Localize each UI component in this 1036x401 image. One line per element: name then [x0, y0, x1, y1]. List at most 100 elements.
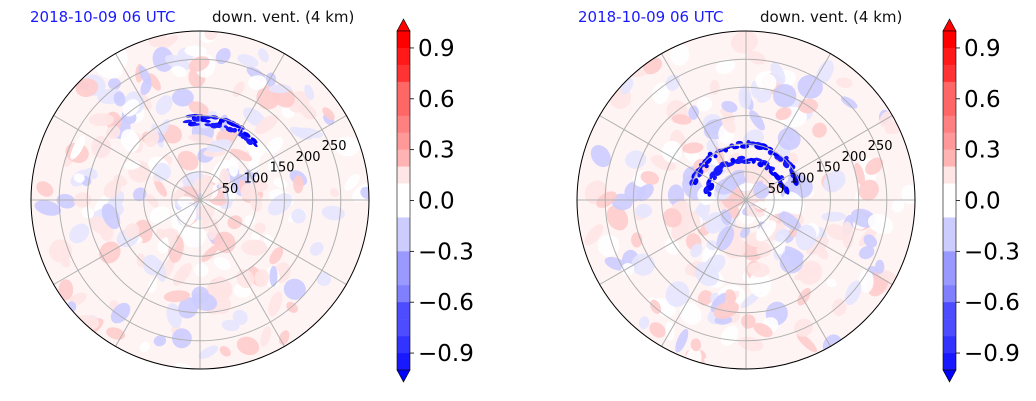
- field-cell: [0, 0, 4, 4]
- field-cell: [0, 0, 3, 3]
- field-cell: [778, 211, 801, 231]
- field-cell: [0, 0, 9, 8]
- field-cell: [546, 0, 551, 5]
- field-cell: [0, 0, 5, 4]
- field-cell: [0, 0, 7, 7]
- field-cell: [546, 0, 549, 5]
- field-cell: [0, 0, 4, 5]
- field-cell: [546, 0, 553, 5]
- field-cell: [662, 208, 682, 228]
- field-cell: [546, 0, 552, 6]
- field-cell: [546, 0, 553, 4]
- field-cell: [0, 0, 5, 6]
- colorbar-level: [397, 268, 410, 286]
- field-cell: [0, 0, 5, 10]
- field-cell: [0, 0, 8, 6]
- colorbar-level: [943, 302, 956, 320]
- field-cell: [863, 234, 878, 248]
- field-cell: [0, 0, 6, 8]
- radial-tick-label: 50: [768, 182, 785, 197]
- field-cell: [546, 0, 552, 7]
- field-cell: [546, 0, 552, 6]
- field-cell: [739, 227, 751, 239]
- field-cell: [216, 123, 222, 128]
- radial-tick-label: 200: [842, 150, 867, 165]
- field-cell: [0, 0, 4, 7]
- field-cell: [252, 142, 258, 148]
- field-cell: [546, 0, 549, 6]
- field-cell: [0, 0, 3, 3]
- field-cell: [0, 0, 7, 7]
- field-cell: [546, 0, 554, 5]
- field-cell: [0, 0, 5, 7]
- field-cell: [0, 0, 11, 7]
- field-cell: [268, 291, 283, 317]
- field-cell: [546, 0, 551, 4]
- field-cell: [0, 0, 5, 9]
- field-cell: [88, 113, 114, 127]
- field-cell: [546, 0, 549, 3]
- colorbar-level: [397, 353, 410, 371]
- field-cell: [0, 0, 6, 8]
- field-cell: [546, 0, 550, 6]
- radial-tick-label: 50: [222, 182, 239, 197]
- field-cell: [0, 0, 3, 4]
- field-cell: [635, 203, 653, 218]
- field-cell: [0, 0, 2, 3]
- field-cell: [546, 0, 552, 5]
- field-cell: [0, 0, 8, 5]
- field-cell: [0, 0, 4, 3]
- field-cell: [0, 0, 9, 4]
- field-cell: [730, 31, 759, 54]
- polar-grid: [31, 31, 369, 369]
- field-cell: [0, 0, 11, 6]
- radial-tick-label: 250: [868, 139, 893, 154]
- field-cell: [546, 0, 551, 5]
- field-cell: [267, 158, 281, 174]
- field-cell: [546, 0, 549, 6]
- field-cell: [546, 0, 552, 7]
- field-cell: [546, 0, 550, 6]
- field-cell: [0, 0, 6, 5]
- field-cell: [793, 318, 814, 337]
- field-cell: [0, 0, 8, 4]
- field-cell: [0, 0, 7, 4]
- field-cell: [546, 0, 553, 7]
- field-cell: [546, 0, 550, 5]
- field-cell: [0, 0, 5, 9]
- field-cell: [546, 0, 551, 7]
- field-cell: [0, 0, 8, 10]
- field-cell: [832, 298, 847, 316]
- field-cell: [248, 75, 267, 90]
- field-cell: [0, 0, 8, 6]
- field-cell: [0, 0, 6, 4]
- field-cell: [0, 0, 6, 7]
- field-cell: [0, 0, 3, 3]
- field-cell: [546, 0, 552, 3]
- field-cell: [546, 0, 555, 7]
- field-cell: [0, 0, 4, 6]
- field-cell: [0, 0, 9, 6]
- colorbar-level: [397, 183, 410, 201]
- colorbar-level: [397, 81, 410, 100]
- field-cell: [0, 0, 9, 4]
- colorbar-tick-label: 0.0: [418, 189, 455, 215]
- field-cell: [546, 0, 550, 4]
- field-cell: [0, 0, 4, 7]
- field-cell: [546, 0, 555, 5]
- field-cell: [546, 0, 550, 7]
- field-cell: [546, 0, 553, 5]
- field-cell: [546, 0, 549, 3]
- colorbar-level: [397, 285, 410, 303]
- field-cell: [60, 257, 71, 268]
- angular-gridline: [53, 115, 201, 201]
- field-cell: [546, 0, 553, 4]
- field-cell: [546, 0, 550, 3]
- field-cell: [546, 0, 551, 6]
- colorbar-level: [397, 251, 410, 269]
- colorbar-level: [397, 115, 410, 133]
- field-cell: [760, 146, 769, 151]
- field-cell: [265, 136, 284, 155]
- field-cell: [175, 362, 193, 369]
